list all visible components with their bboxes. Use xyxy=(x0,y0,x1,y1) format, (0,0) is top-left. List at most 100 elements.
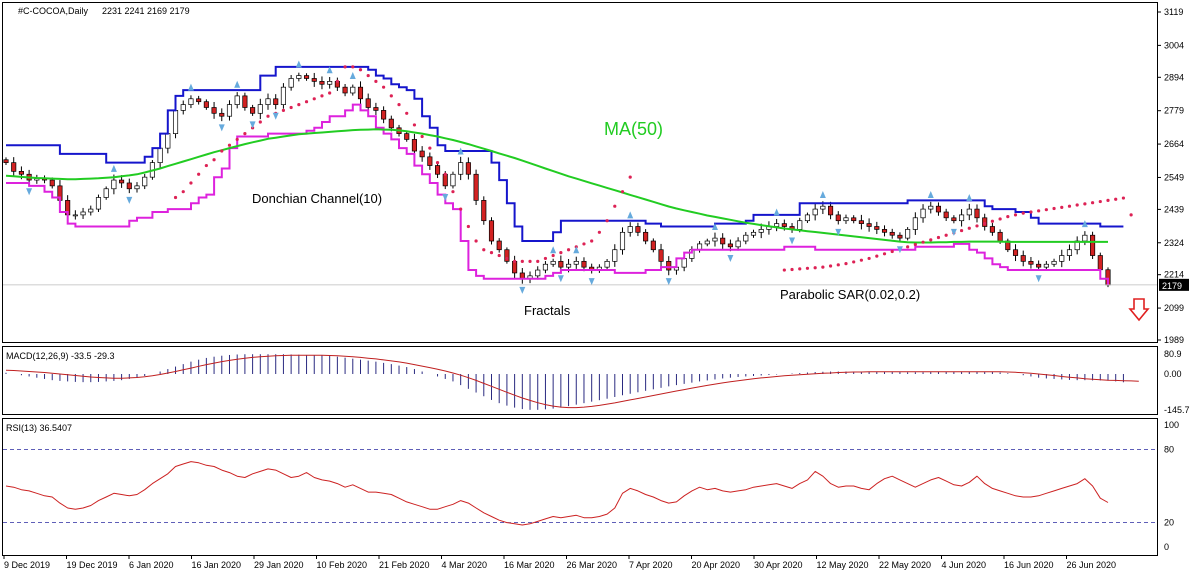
candle-body xyxy=(288,78,294,88)
candle-body xyxy=(735,240,741,248)
candle-body xyxy=(1066,249,1073,256)
sar-dot xyxy=(528,259,532,263)
candle-body xyxy=(196,98,202,103)
sar-dot xyxy=(227,143,232,147)
sar-dot xyxy=(173,195,178,200)
sar-dot xyxy=(358,68,363,72)
sar-dot xyxy=(566,248,571,252)
fractal-down-marker xyxy=(950,228,957,236)
sar-dot xyxy=(204,163,208,168)
candle-body xyxy=(650,240,656,251)
candle-body xyxy=(172,110,179,134)
candle-body xyxy=(180,104,186,111)
candle-body xyxy=(897,234,903,239)
sar-dot xyxy=(906,245,910,249)
sar-dot xyxy=(790,267,794,272)
candle-body xyxy=(512,260,518,274)
candle-body xyxy=(481,200,487,222)
candle-body xyxy=(119,179,125,184)
sar-dot xyxy=(975,224,979,228)
candle-body xyxy=(820,205,826,210)
x-tick-label: 16 Jun 2020 xyxy=(1004,560,1054,570)
candle-body xyxy=(720,237,726,245)
candle-body xyxy=(935,205,942,213)
candle-body xyxy=(989,226,995,233)
fractal-up-marker xyxy=(187,83,194,91)
y-tick-label: 3119 xyxy=(1164,7,1183,17)
fractal-up-marker xyxy=(573,246,580,254)
candle-body xyxy=(612,249,618,262)
annotation-ma: MA(50) xyxy=(604,119,663,139)
macd-panel-frame xyxy=(2,346,1158,415)
sar-dot xyxy=(197,172,201,176)
fractal-down-marker xyxy=(789,237,796,245)
sar-dot xyxy=(798,267,802,271)
candle-body xyxy=(812,208,818,216)
candle-body xyxy=(1090,234,1096,256)
candle-body xyxy=(211,107,217,114)
sar-dot xyxy=(405,111,409,115)
sar-dot xyxy=(959,228,964,233)
candle-body xyxy=(134,185,140,190)
candle-body xyxy=(11,162,17,172)
candle-body xyxy=(111,179,117,190)
candle-body xyxy=(943,211,949,219)
macd-label: MACD(12,26,9) -33.5 -29.3 xyxy=(6,351,115,361)
sar-dot xyxy=(1021,211,1025,215)
candle-body xyxy=(49,179,55,187)
candle-body xyxy=(1036,263,1042,268)
sar-dot xyxy=(967,226,971,230)
x-tick-label: 22 May 2020 xyxy=(879,560,931,570)
fractal-down-marker xyxy=(588,278,595,286)
fractal-up-marker xyxy=(927,191,934,199)
sar-dot xyxy=(289,105,293,110)
candle-body xyxy=(1043,263,1049,268)
x-tick-label: 29 Jan 2020 xyxy=(254,560,304,570)
sar-dot xyxy=(813,266,817,270)
sar-dot xyxy=(805,266,810,270)
candle-body xyxy=(504,249,510,262)
sar-dot xyxy=(328,91,332,95)
down-arrow-icon xyxy=(1128,298,1150,322)
sar-dot xyxy=(1114,197,1118,201)
sar-dot xyxy=(505,256,509,261)
candle-body xyxy=(558,260,564,268)
sar-dot xyxy=(921,240,925,244)
sar-dot xyxy=(628,175,632,179)
sar-dot xyxy=(443,172,447,176)
sar-dot xyxy=(220,149,224,153)
candle-body xyxy=(666,260,672,271)
sar-dot xyxy=(605,219,609,223)
last-price-label: 2179 xyxy=(1162,281,1182,291)
candle-body xyxy=(704,240,710,245)
fractal-up-marker xyxy=(966,193,973,201)
y-tick-label: 2894 xyxy=(1164,72,1184,82)
sar-dot xyxy=(474,239,478,243)
fractal-down-marker xyxy=(835,228,842,236)
sar-dot xyxy=(1083,202,1087,206)
candle-body xyxy=(80,211,86,216)
sar-dot xyxy=(382,85,386,89)
candle-body xyxy=(758,229,764,233)
fractal-up-marker xyxy=(295,60,302,68)
fractal-down-marker xyxy=(896,246,903,254)
candle-body xyxy=(797,220,803,230)
candle-body xyxy=(350,86,356,94)
candle-body xyxy=(951,217,957,222)
candle-body xyxy=(1059,255,1065,262)
donchian-upper-line xyxy=(6,65,1124,242)
sar-dot xyxy=(304,100,309,104)
x-tick-label: 21 Feb 2020 xyxy=(379,560,430,570)
fractal-down-marker xyxy=(519,286,526,294)
candle-body xyxy=(280,86,286,105)
sar-dot xyxy=(1029,210,1033,214)
candle-body xyxy=(342,86,348,94)
candle-body xyxy=(234,95,240,105)
chart-header-symbol: #C-COCOA,Daily xyxy=(18,6,89,16)
sar-dot xyxy=(189,181,193,185)
rsi-y-tick-label: 100 xyxy=(1164,420,1179,430)
fractal-down-marker xyxy=(272,112,279,120)
candle-body xyxy=(157,147,163,163)
candle-body xyxy=(959,214,965,222)
candle-body xyxy=(250,107,256,114)
